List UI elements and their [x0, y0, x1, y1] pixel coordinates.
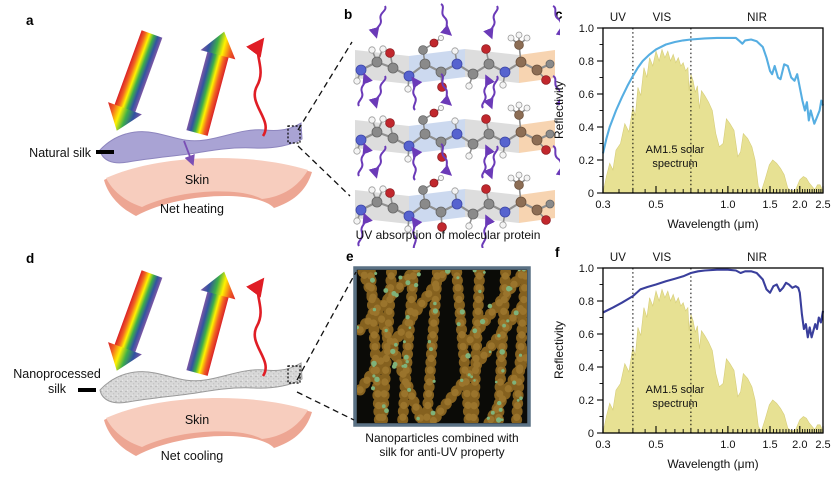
- nanoparticle-specks: [357, 270, 526, 423]
- panel-e-illustration: Nanoparticles combined with silk for ant…: [353, 266, 531, 459]
- skin-label: Skin: [185, 413, 209, 427]
- x-axis-title: Wavelength (μm): [667, 217, 758, 231]
- x-tick-label: 1.0: [720, 439, 735, 451]
- silk-fiber-strand-highlights: [357, 270, 527, 423]
- chart-svg: 0.3 0.5 1.0 1.5 2.0 2.5 0 0.2 0.4 0.6 0.8 1.0 UV VIS N…: [552, 252, 831, 471]
- band-label: VIS: [653, 12, 672, 24]
- heat-wavy-arrow-icon: [246, 37, 267, 137]
- y-axis-title: Reflectivity: [552, 321, 566, 379]
- natural-silk-sheet: [99, 122, 303, 164]
- y-axis-title: Reflectivity: [552, 81, 566, 139]
- x-tick-label: 1.0: [720, 199, 735, 211]
- panel-c-chart: 0.3 0.5 1.0 1.5 2.0 2.5 0 0.2 0.4 0.6 0.8 1.0 UV VIS N…: [550, 0, 833, 240]
- panel-b-caption: UV absorption of molecular protein: [356, 228, 541, 242]
- rainbow-arrow-incident-icon: [108, 30, 163, 131]
- x-tick-label: 2.5: [815, 199, 830, 211]
- solar-annotation: spectrum: [652, 158, 697, 170]
- x-axis-title: Wavelength (μm): [667, 457, 758, 471]
- x-tick-label: 2.0: [792, 199, 807, 211]
- skin-label: Skin: [185, 173, 209, 187]
- band-label: NIR: [747, 252, 767, 264]
- panel-e-caption-line2: silk for anti-UV property: [379, 445, 504, 459]
- y-tick-label: 0.4: [579, 122, 594, 134]
- y-tick-label: 1.0: [579, 263, 594, 275]
- panel-a-illustration: Skin Natural silk Net heating: [29, 30, 312, 216]
- panel-b-illustration: UV absorption of molecular protein: [330, 0, 560, 248]
- protein-chain-row-1: [354, 4, 560, 110]
- y-tick-label: 0.6: [579, 89, 594, 101]
- panel-e-caption-line1: Nanoparticles combined with: [365, 431, 518, 445]
- label-dash: [78, 388, 96, 392]
- x-tick-label: 2.5: [815, 439, 830, 451]
- panel-letter-a: a: [26, 13, 34, 28]
- nanoprocessed-silk-label-line2: silk: [48, 382, 67, 396]
- band-label: UV: [610, 252, 626, 264]
- nanoprocessed-silk-label-line1: Nanoprocessed: [13, 367, 101, 381]
- panel-f-chart: 0.3 0.5 1.0 1.5 2.0 2.5 0 0.2 0.4 0.6 0.8 1.0 UV VIS N…: [550, 240, 833, 480]
- net-cooling-caption: Net cooling: [161, 449, 224, 463]
- x-tick-label: 0.5: [648, 199, 663, 211]
- y-tick-label: 1.0: [579, 23, 594, 35]
- x-tick-label: 0.3: [595, 199, 610, 211]
- band-label: VIS: [653, 252, 672, 264]
- uv-absorb-arrow-icon: [183, 140, 195, 167]
- y-tick-label: 0: [588, 188, 594, 200]
- x-tick-label: 1.5: [762, 439, 777, 451]
- solar-annotation: spectrum: [652, 398, 697, 410]
- panel-d-illustration: Skin Nanoprocessed silk Net cooling: [13, 270, 312, 463]
- rainbow-arrow-incident-icon: [108, 270, 163, 371]
- skin: [106, 158, 308, 207]
- y-tick-label: 0.4: [579, 362, 594, 374]
- rainbow-arrow-reflected-icon: [186, 31, 236, 136]
- skin: [106, 398, 308, 447]
- panel-letter-f: f: [555, 245, 560, 260]
- label-dash: [96, 150, 114, 154]
- y-tick-label: 0.8: [579, 296, 594, 308]
- rainbow-arrow-reflected-icon: [186, 271, 236, 376]
- chart-svg: 0.3 0.5 1.0 1.5 2.0 2.5 0 0.2 0.4 0.6 0.8 1.0 UV VIS N…: [552, 12, 831, 231]
- reflectivity-curve: [601, 36, 824, 154]
- panel-letter-d: d: [26, 251, 35, 266]
- zoom-region-box: [287, 125, 301, 144]
- x-tick-label: 1.5: [762, 199, 777, 211]
- protein-chain-row-2: [354, 74, 560, 180]
- heat-wavy-arrow-icon: [246, 277, 267, 377]
- y-tick-label: 0.6: [579, 329, 594, 341]
- band-label: UV: [610, 12, 626, 24]
- panel-letter-e: e: [346, 249, 354, 264]
- panel-letter-b: b: [344, 7, 353, 22]
- y-tick-label: 0.2: [579, 155, 594, 167]
- y-tick-label: 0.8: [579, 56, 594, 68]
- x-tick-label: 2.0: [792, 439, 807, 451]
- y-tick-label: 0: [588, 428, 594, 440]
- solar-spectrum-area: [602, 288, 824, 434]
- x-tick-label: 0.5: [648, 439, 663, 451]
- net-heating-caption: Net heating: [160, 202, 224, 216]
- y-tick-label: 0.2: [579, 395, 594, 407]
- natural-silk-label: Natural silk: [29, 146, 92, 160]
- reflectivity-curve: [602, 268, 825, 339]
- x-tick-label: 0.3: [595, 439, 610, 451]
- solar-annotation: AM1.5 solar: [646, 384, 705, 396]
- panel-letter-c: c: [555, 7, 563, 22]
- band-label: NIR: [747, 12, 767, 24]
- solar-annotation: AM1.5 solar: [646, 144, 705, 156]
